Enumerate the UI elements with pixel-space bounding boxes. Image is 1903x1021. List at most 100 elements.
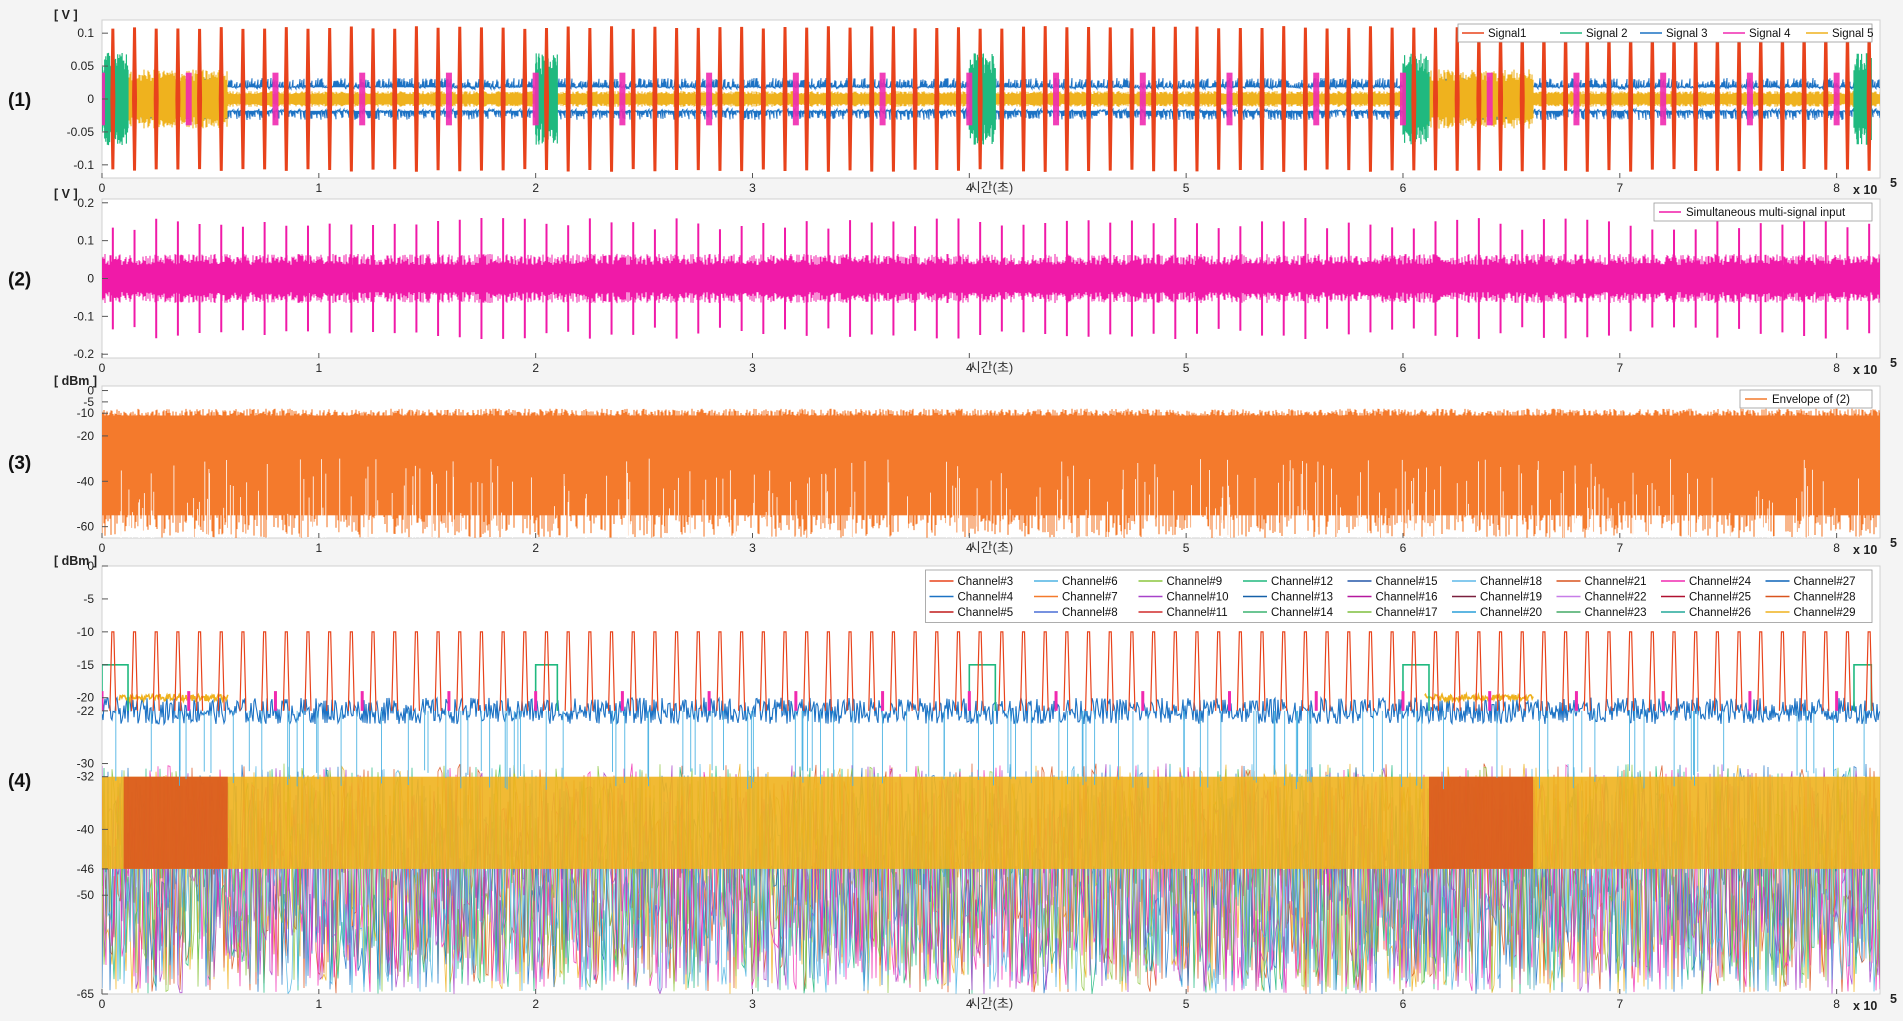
channel-3-peak: [109, 631, 117, 711]
signal-4-spike: [532, 72, 539, 126]
signal-1-pulse: [1432, 27, 1439, 171]
channel-3-peak: [998, 631, 1006, 711]
x-multiplier-exponent: 5: [1890, 176, 1897, 190]
signal-1-pulse: [565, 26, 571, 172]
signal-1-pulse: [500, 27, 506, 171]
legend-entry: Signal1: [1488, 28, 1526, 40]
signal-1-pulse: [1454, 27, 1460, 171]
x-tick-label: 0: [99, 541, 106, 555]
x-tick-label: 7: [1616, 997, 1623, 1011]
y-tick-label: -5: [83, 395, 94, 409]
channel-3-peak: [1128, 631, 1136, 711]
signal-1-pulse: [1086, 26, 1092, 172]
signal-1-pulse: [1823, 28, 1829, 170]
signal-1-pulse: [435, 27, 441, 171]
panel-label: (2): [8, 270, 31, 291]
signal-1-pulse: [543, 27, 550, 171]
channel-3-peak: [586, 631, 594, 711]
signal-1-pulse: [652, 26, 658, 172]
x-multiplier-exponent: 5: [1890, 356, 1897, 370]
signal-1-pulse: [847, 27, 853, 171]
signal-1-pulse: [955, 27, 961, 171]
x-tick-label: 3: [749, 997, 756, 1011]
y-tick-label: 0.1: [77, 234, 94, 248]
signal-4-spike: [1833, 72, 1840, 126]
channel-3-peak: [651, 631, 659, 711]
signal-1-pulse: [327, 27, 333, 171]
channel-3-peak: [1627, 631, 1635, 711]
y-tick-label: 0.05: [71, 59, 95, 73]
signal-1-pulse: [1172, 26, 1178, 172]
channel-3-peak: [1496, 631, 1505, 711]
signal-1-pulse: [392, 28, 398, 170]
legend-entry: Channel#15: [1376, 576, 1438, 588]
legend-entry: Channel#12: [1271, 576, 1333, 588]
y-tick-label: -0.2: [73, 347, 94, 361]
channel-3-peak: [1778, 631, 1787, 711]
signal-1-pulse: [1866, 27, 1872, 171]
signal-4-spike: [445, 72, 452, 126]
legend-entry: Signal 5: [1832, 28, 1874, 40]
channel-3-peak: [738, 631, 746, 711]
signal-4-spike: [1486, 72, 1493, 126]
y-tick-label: 0: [87, 384, 94, 398]
x-tick-label: 7: [1616, 361, 1623, 375]
channel-3-peak: [1410, 631, 1418, 711]
channel-3-peak: [1431, 631, 1440, 711]
channel-3-peak: [1562, 631, 1570, 711]
signal-1-pulse: [1107, 27, 1113, 171]
x-tick-label: 0: [99, 181, 106, 195]
legend-entry: Channel#11: [1167, 607, 1228, 619]
channel-3-peak: [217, 631, 225, 711]
x-multiplier-base: x 10: [1853, 183, 1877, 197]
legend-box: [925, 569, 1873, 623]
signal-1-pulse: [1237, 28, 1243, 170]
legend-entry: Channel#6: [1062, 576, 1118, 588]
channel-3-peak: [1280, 631, 1288, 711]
signal-1-pulse: [153, 28, 159, 170]
noise-floor-core: [102, 776, 1880, 869]
legend: Signal1 Signal 2 Signal 3 Signal 4 Signal 5: [1457, 23, 1874, 43]
channel-3-peak: [152, 631, 160, 711]
x-tick-label: 4: [966, 181, 973, 195]
channel-3-peak: [391, 631, 399, 711]
signal-1-pulse: [457, 26, 463, 172]
y-unit-label: [ V ]: [54, 8, 78, 22]
channel-3-peak: [174, 631, 182, 711]
signal-1-pulse: [1584, 26, 1590, 172]
x-tick-label: 7: [1616, 541, 1623, 555]
x-axis-label: 시간(초): [969, 180, 1014, 195]
channel-3-peak: [911, 631, 919, 711]
x-tick-label: 2: [532, 361, 539, 375]
signal-4-spike: [1226, 72, 1233, 126]
signal-1-pulse: [1606, 27, 1612, 171]
panel-label: (4): [8, 771, 31, 792]
signal-1-pulse: [1411, 27, 1417, 171]
signal-1-pulse: [912, 28, 918, 170]
signal-1-pulse: [1779, 26, 1785, 172]
signal-4-spike: [359, 72, 366, 126]
signal-1-pulse: [1216, 28, 1222, 170]
multi-signal-trace: [102, 253, 1880, 304]
legend-entry: Channel#29: [1794, 607, 1856, 619]
x-tick-label: 4: [966, 361, 973, 375]
legend-entry: Envelope of (2): [1772, 394, 1850, 406]
signal-4-spike: [1139, 72, 1146, 126]
y-unit-label: [ dBm ]: [54, 374, 97, 388]
x-tick-label: 5: [1183, 361, 1190, 375]
burst-noise-block: [123, 776, 228, 869]
signal-4-spike: [1053, 72, 1060, 126]
channel-3-peak: [326, 631, 334, 711]
x-tick-label: 8: [1833, 181, 1840, 195]
signal-1-pulse: [132, 27, 138, 171]
legend-box: [1457, 23, 1873, 43]
signal-1-pulse: [999, 28, 1005, 170]
legend-entry: Signal 2: [1586, 28, 1628, 40]
x-multiplier-base: x 10: [1853, 999, 1877, 1013]
x-multiplier-exponent: 5: [1890, 992, 1897, 1006]
legend-entry: Channel#18: [1480, 576, 1542, 588]
x-tick-label: 2: [532, 997, 539, 1011]
x-tick-label: 1: [315, 997, 322, 1011]
legend-entry: Channel#9: [1167, 576, 1223, 588]
signal-1-pulse: [717, 27, 723, 171]
